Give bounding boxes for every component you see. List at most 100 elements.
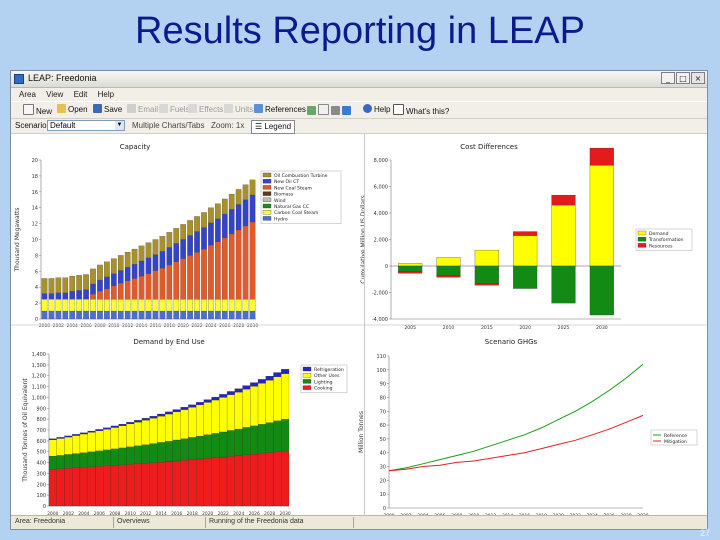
x-tick-label: 2006 bbox=[94, 511, 105, 516]
area-column bbox=[226, 391, 235, 395]
bar-segment bbox=[173, 299, 180, 312]
y-tick-label: 1,300 bbox=[32, 363, 46, 369]
area-column bbox=[257, 453, 266, 507]
pane-divider-vertical[interactable] bbox=[364, 134, 365, 516]
legend-swatch bbox=[637, 230, 647, 236]
area-column bbox=[265, 380, 274, 423]
legend-label: Wind bbox=[274, 198, 286, 204]
scenario-label: Scenario bbox=[15, 121, 47, 130]
menu-area[interactable]: Area bbox=[19, 90, 36, 99]
y-tick-label: -2,000 bbox=[372, 291, 388, 297]
legend-swatch bbox=[262, 203, 272, 209]
bar-segment bbox=[398, 265, 423, 272]
title-bar[interactable]: LEAP: Freedonia _ □ × bbox=[11, 71, 707, 88]
bar-segment bbox=[48, 310, 55, 320]
area-column bbox=[242, 389, 251, 428]
minimize-button[interactable]: _ bbox=[661, 72, 675, 84]
area-column bbox=[250, 425, 259, 455]
area-column bbox=[118, 464, 127, 507]
bar-segment bbox=[201, 212, 207, 228]
area-column bbox=[188, 407, 197, 438]
bar-segment bbox=[208, 244, 214, 300]
close-button[interactable]: × bbox=[691, 72, 705, 84]
y-tick-label: 10 bbox=[32, 238, 38, 244]
fuels-icon bbox=[159, 104, 168, 113]
area-column bbox=[219, 394, 228, 398]
bar-segment bbox=[436, 265, 461, 276]
area-column bbox=[95, 466, 104, 507]
y-tick-label: 4 bbox=[35, 285, 38, 291]
bar-segment bbox=[124, 299, 131, 312]
bar-segment bbox=[124, 280, 131, 300]
help-button[interactable]: Help bbox=[363, 104, 390, 116]
area-column bbox=[64, 435, 73, 438]
fuels-button[interactable]: Fuels bbox=[159, 104, 190, 116]
bar-segment bbox=[228, 209, 235, 235]
references-button[interactable]: References bbox=[254, 104, 306, 116]
y-tick-label: 1,200 bbox=[32, 374, 46, 380]
area-column bbox=[72, 435, 81, 454]
status-area: Area: Freedonia bbox=[15, 518, 66, 525]
y-tick-label: 1,100 bbox=[32, 385, 46, 391]
x-tick-label: 2024 bbox=[233, 511, 244, 516]
legend-icon: ☰ bbox=[255, 122, 265, 131]
area-column bbox=[103, 465, 112, 507]
y-tick-label: 2 bbox=[35, 301, 38, 307]
bar-segment bbox=[551, 204, 576, 267]
maximize-button[interactable]: □ bbox=[676, 72, 690, 84]
area-column bbox=[64, 468, 73, 507]
area-column bbox=[126, 464, 135, 507]
multiple-charts-option[interactable]: Multiple Charts/Tabs bbox=[132, 121, 205, 130]
bar-segment bbox=[117, 299, 124, 312]
bar-segment bbox=[104, 261, 110, 277]
window-title: LEAP: Freedonia bbox=[28, 73, 97, 83]
area-column bbox=[87, 466, 96, 507]
menu-help[interactable]: Help bbox=[97, 90, 115, 99]
x-tick-label: 2012 bbox=[140, 511, 151, 516]
tree-view-icon bbox=[307, 106, 316, 115]
area-column bbox=[72, 434, 81, 436]
new-button[interactable]: New bbox=[23, 104, 52, 116]
email-button[interactable]: Email bbox=[127, 104, 158, 116]
menu-view[interactable]: View bbox=[46, 90, 64, 99]
area-column bbox=[226, 456, 235, 507]
bar-segment bbox=[55, 277, 62, 293]
bar-segment bbox=[159, 267, 166, 300]
scenario-select[interactable]: Default ▼ bbox=[47, 120, 125, 131]
bar-segment bbox=[180, 239, 187, 259]
zoom-control[interactable]: Zoom: 1x bbox=[211, 121, 245, 130]
area-column bbox=[234, 388, 243, 393]
toolbar-icon-group[interactable] bbox=[307, 104, 353, 116]
bar-segment bbox=[187, 299, 193, 312]
bar-segment bbox=[249, 299, 256, 312]
open-button[interactable]: Open bbox=[57, 104, 88, 116]
bar-segment bbox=[104, 288, 110, 300]
bar-segment bbox=[145, 310, 152, 320]
bar-segment bbox=[187, 235, 193, 256]
area-column bbox=[273, 372, 282, 378]
legend-toggle[interactable]: ☰ Legend bbox=[251, 120, 296, 134]
save-button[interactable]: Save bbox=[93, 104, 122, 116]
effects-button[interactable]: Effects bbox=[188, 104, 223, 116]
x-tick-label: 2005 bbox=[404, 325, 416, 331]
print-icon bbox=[331, 106, 340, 115]
bar-segment bbox=[41, 293, 48, 300]
units-button[interactable]: Units bbox=[224, 104, 253, 116]
bar-segment bbox=[131, 278, 138, 300]
area-column bbox=[234, 392, 243, 430]
area-column bbox=[79, 433, 88, 453]
chart-title: Capacity bbox=[120, 143, 151, 151]
y-tick-label: 50 bbox=[380, 437, 386, 443]
chart-area: Capacity Thousand Megawatts 0 2 4 6 8 10 12 14 16 1… bbox=[11, 134, 707, 519]
bar-segment bbox=[110, 285, 117, 300]
bar-segment bbox=[173, 310, 180, 320]
area-column bbox=[118, 424, 127, 426]
menu-edit[interactable]: Edit bbox=[73, 90, 88, 99]
bar-segment bbox=[201, 248, 207, 300]
area-column bbox=[265, 422, 274, 453]
whats-this-button[interactable]: What's this? bbox=[393, 104, 449, 116]
bar-segment bbox=[194, 310, 200, 320]
help-icon bbox=[363, 104, 372, 113]
bar-segment bbox=[228, 299, 235, 312]
bar-segment bbox=[180, 224, 187, 240]
